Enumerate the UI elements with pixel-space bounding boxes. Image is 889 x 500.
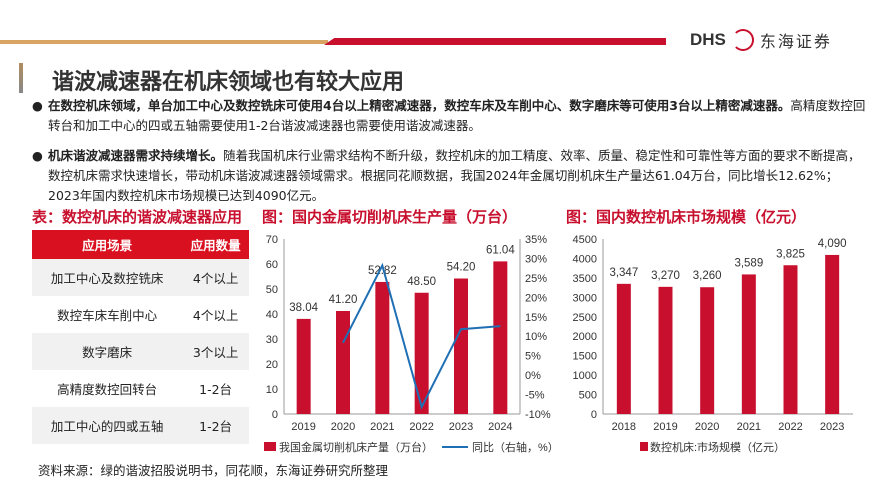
legend-bar-swatch bbox=[264, 442, 276, 451]
chart2-caption: 图：国内数控机床市场规模（亿元） bbox=[566, 208, 807, 226]
y2-tick-label: 35% bbox=[525, 234, 547, 246]
legend-bar-swatch bbox=[640, 442, 648, 451]
legend-label: 同比（右轴，%） bbox=[472, 440, 559, 454]
bar bbox=[825, 254, 840, 414]
y-tick-label: 70 bbox=[266, 234, 278, 246]
data-label: 38.04 bbox=[289, 302, 318, 314]
y-tick-label: 3000 bbox=[573, 292, 597, 304]
x-tick-label: 2021 bbox=[370, 421, 394, 433]
bar bbox=[454, 278, 468, 414]
dragon-logo-icon bbox=[731, 29, 754, 51]
y-tick-label: 40 bbox=[266, 309, 278, 321]
header-red-line bbox=[324, 38, 666, 45]
x-tick-label: 2023 bbox=[449, 421, 473, 433]
y-tick-label: 0 bbox=[272, 409, 278, 421]
y-tick-label: 4500 bbox=[573, 234, 597, 246]
table-row: 加工中心及数控铣床 4个以上 bbox=[32, 259, 249, 296]
title-accent-bar bbox=[19, 63, 23, 93]
data-label: 3,260 bbox=[693, 270, 722, 282]
y2-tick-label: -5% bbox=[525, 390, 545, 402]
data-label: 3,589 bbox=[734, 257, 763, 269]
y2-tick-label: 25% bbox=[525, 273, 547, 285]
y-tick-label: 2000 bbox=[573, 331, 597, 343]
x-tick-label: 2019 bbox=[653, 421, 677, 433]
y2-tick-label: 10% bbox=[525, 331, 547, 343]
y-tick-label: 4000 bbox=[573, 253, 597, 265]
page-title: 谐波减速器在机床领域也有较大应用 bbox=[52, 69, 405, 95]
x-tick-label: 2024 bbox=[488, 421, 512, 433]
bar bbox=[658, 286, 673, 414]
y2-tick-label: 0% bbox=[525, 370, 541, 382]
y2-tick-label: -10% bbox=[525, 409, 551, 421]
data-label: 52.82 bbox=[368, 265, 397, 277]
bar bbox=[700, 287, 715, 414]
source-note: 资料来源：绿的谐波招股说明书，同花顺，东海证券研究所整理 bbox=[38, 463, 389, 478]
x-tick-label: 2018 bbox=[612, 421, 636, 433]
table-row: 高精度数控回转台 1-2台 bbox=[57, 382, 233, 397]
x-tick-label: 2020 bbox=[695, 421, 719, 433]
bullet-1: ● 在数控机床领域，单台加工中心及数控铣床可使用4台以上精密减速器，数控车床及车削… bbox=[32, 98, 866, 133]
y2-tick-label: 15% bbox=[525, 312, 547, 324]
table-row: 加工中心的四或五轴 1-2台 bbox=[32, 407, 249, 444]
data-label: 54.20 bbox=[447, 262, 476, 274]
data-label: 3,347 bbox=[609, 267, 638, 279]
y-tick-label: 10 bbox=[266, 384, 278, 396]
data-label: 61.04 bbox=[486, 244, 515, 256]
data-label: 4,090 bbox=[818, 238, 847, 250]
y-tick-label: 0 bbox=[591, 409, 597, 421]
y-tick-label: 1000 bbox=[573, 370, 597, 382]
legend-label: 我国金属切削机床产量（万台） bbox=[279, 440, 433, 454]
company-logo: DHS 东海证券 bbox=[690, 29, 832, 51]
y2-tick-label: 20% bbox=[525, 292, 547, 304]
bar bbox=[375, 281, 390, 414]
x-tick-label: 2022 bbox=[409, 421, 433, 433]
y-tick-label: 60 bbox=[266, 259, 278, 271]
y-tick-label: 2500 bbox=[573, 312, 597, 324]
table-caption: 表：数控机床的谐波减速器应用 bbox=[32, 208, 243, 226]
bullet-2: ● 机床谐波减速器需求持续增长。随着我国机床行业需求结构不断升级，数控机床的加工精… bbox=[32, 148, 861, 203]
y-tick-label: 20 bbox=[266, 359, 278, 371]
y2-tick-label: 30% bbox=[525, 253, 547, 265]
data-label: 48.50 bbox=[407, 276, 436, 288]
growth-line bbox=[342, 262, 501, 410]
x-tick-label: 2022 bbox=[778, 421, 802, 433]
y2-tick-label: 5% bbox=[525, 351, 541, 363]
bar bbox=[783, 265, 798, 414]
bar bbox=[741, 274, 756, 414]
bar bbox=[414, 292, 429, 414]
bar bbox=[616, 283, 631, 414]
legend-label: 数控机床:市场规模（亿元） bbox=[650, 440, 785, 454]
data-label: 41.20 bbox=[329, 294, 358, 306]
x-tick-label: 2021 bbox=[737, 421, 761, 433]
x-tick-label: 2019 bbox=[291, 421, 315, 433]
x-tick-label: 2023 bbox=[820, 421, 844, 433]
y-tick-label: 50 bbox=[266, 284, 278, 296]
y-tick-label: 500 bbox=[579, 390, 597, 402]
bar bbox=[493, 261, 508, 414]
y-tick-label: 1500 bbox=[573, 351, 597, 363]
chart1-caption: 图：国内金属切削机床生产量（万台） bbox=[262, 208, 518, 226]
data-label: 3,270 bbox=[651, 270, 680, 282]
table-row: 数控车床车削中心 4个以上 bbox=[57, 308, 239, 323]
x-tick-label: 2020 bbox=[331, 421, 355, 433]
y-tick-label: 30 bbox=[266, 334, 278, 346]
header-gold-line bbox=[0, 40, 328, 44]
bar bbox=[296, 318, 311, 414]
application-table: 应用场景 应用数量 加工中心及数控铣床 4个以上 数控车床车削中心 4个以上 数字磨床… bbox=[32, 230, 249, 444]
bar bbox=[336, 311, 350, 414]
data-label: 3,825 bbox=[776, 248, 805, 260]
table-row: 数字磨床 3个以上 bbox=[32, 333, 249, 370]
y-tick-label: 3500 bbox=[573, 273, 597, 285]
